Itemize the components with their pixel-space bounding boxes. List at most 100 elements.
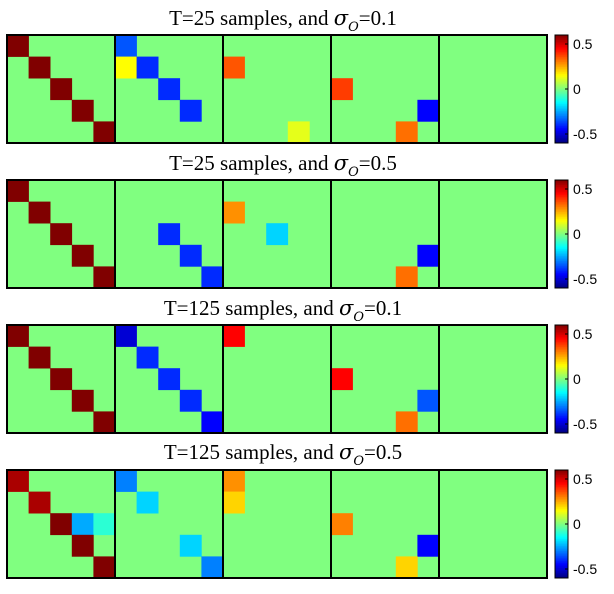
chart-title-symbol: σ <box>334 6 349 30</box>
colorbar-segment <box>555 576 568 579</box>
heatmap-cell <box>158 368 181 391</box>
colorbar-segment <box>555 515 568 518</box>
colorbar-tick-label: -0.5 <box>573 271 597 287</box>
colorbar-segment <box>555 554 568 557</box>
colorbar-segment <box>555 427 568 431</box>
colorbar-segment <box>555 137 568 141</box>
colorbar-segment <box>555 476 568 479</box>
colorbar-segment <box>555 500 568 503</box>
heatmap-cell <box>93 121 116 144</box>
chart-title-subscript: O <box>353 310 364 325</box>
colorbar-segment <box>555 412 568 415</box>
colorbar-segment <box>555 38 568 41</box>
colorbar-segment <box>555 524 568 527</box>
colorbar-segment <box>555 352 568 355</box>
chart-row-4: T=125 samples, and σO=0.5 0.5 0 -0.5 <box>6 440 597 579</box>
chart-row-1: T=25 samples, and σO=0.1 0.5 0 -0.5 <box>6 6 597 144</box>
colorbar-segment <box>555 426 568 429</box>
colorbar-segment <box>555 326 568 329</box>
colorbar-segment <box>555 195 568 198</box>
colorbar-segment <box>555 365 568 368</box>
colorbar-segment <box>555 48 568 51</box>
heatmap-panel-background <box>439 180 547 288</box>
colorbar-segment <box>555 210 568 213</box>
colorbar-segment <box>555 70 568 73</box>
heatmap-cell <box>7 325 29 347</box>
colorbar-segment <box>555 95 568 98</box>
colorbar-segment <box>555 485 568 488</box>
heatmap-cell <box>331 78 353 101</box>
colorbar-segment <box>555 574 568 577</box>
colorbar-segment <box>555 203 568 206</box>
colorbar-segment <box>555 392 568 395</box>
heatmap-cell <box>223 56 245 79</box>
colorbar-tick-label: 0.5 <box>573 471 593 487</box>
heatmap-panel-frame <box>438 469 548 579</box>
colorbar-segment <box>555 255 568 259</box>
colorbar-tick-label: 0.5 <box>573 181 593 197</box>
heatmap-cell <box>179 534 202 557</box>
colorbar-segment <box>555 397 568 400</box>
colorbar-segment <box>555 335 568 338</box>
heatmap-panel-background <box>439 35 547 143</box>
colorbar-segment <box>555 348 568 351</box>
colorbar-segment <box>555 212 568 215</box>
colorbar-segment <box>555 481 568 484</box>
colorbar-segment <box>555 67 568 70</box>
colorbar-segment <box>555 35 568 38</box>
colorbar-segment <box>555 572 568 576</box>
heatmap-cell <box>7 470 29 492</box>
colorbar-segment <box>555 201 568 205</box>
colorbar-segment <box>555 507 568 510</box>
colorbar-segment <box>555 379 568 382</box>
heatmap-cell <box>395 121 418 144</box>
colorbar-segment <box>555 375 568 378</box>
colorbar-segment <box>555 254 568 257</box>
colorbar-segment <box>555 191 568 194</box>
colorbar-segment <box>555 475 568 478</box>
colorbar-segment <box>555 242 568 245</box>
colorbar-segment <box>555 102 568 105</box>
colorbar-segment <box>555 89 568 92</box>
colorbar-segment <box>555 136 568 139</box>
chart-title: T=125 samples, and σO=0.1 <box>164 296 402 325</box>
heatmap-cell <box>115 325 137 347</box>
colorbar-segment <box>555 262 568 265</box>
colorbar-segment <box>555 562 568 565</box>
colorbar-segment <box>555 424 568 427</box>
colorbar-segment <box>555 508 568 511</box>
colorbar-segment <box>555 567 568 570</box>
colorbar-segment <box>555 250 568 253</box>
colorbar-segment <box>555 261 568 264</box>
colorbar-segment <box>555 551 568 554</box>
colorbar-segment <box>555 333 568 336</box>
colorbar-segment <box>555 277 568 280</box>
chart-title-suffix: =0.1 <box>364 296 402 320</box>
colorbar-tick-label: 0 <box>573 226 581 242</box>
colorbar-segment <box>555 227 568 230</box>
colorbar-segment <box>555 556 568 559</box>
colorbar-tick-label: 0.5 <box>573 326 593 342</box>
colorbar-segment <box>555 493 568 496</box>
colorbar-segment <box>555 373 568 377</box>
heatmap-cell <box>331 368 353 391</box>
colorbar-segment <box>555 411 568 414</box>
heatmap-cell <box>417 244 440 267</box>
colorbar-segment <box>555 341 568 344</box>
colorbar-segment <box>555 355 568 358</box>
colorbar-segment <box>555 549 568 552</box>
colorbar-segment <box>555 330 568 333</box>
colorbar-segment <box>555 180 568 183</box>
heatmap-cell <box>287 121 310 144</box>
colorbar-segment <box>555 116 568 119</box>
colorbar-segment <box>555 276 568 279</box>
colorbar-segment <box>555 421 568 424</box>
heatmap-cell <box>223 491 245 514</box>
colorbar-segment <box>555 119 568 122</box>
colorbar-segment <box>555 286 568 289</box>
colorbar-segment <box>555 62 568 65</box>
colorbar-tick-label: -0.5 <box>573 126 597 142</box>
colorbar-segment <box>555 65 568 68</box>
colorbar-segment <box>555 129 568 132</box>
colorbar-segment <box>555 185 568 188</box>
